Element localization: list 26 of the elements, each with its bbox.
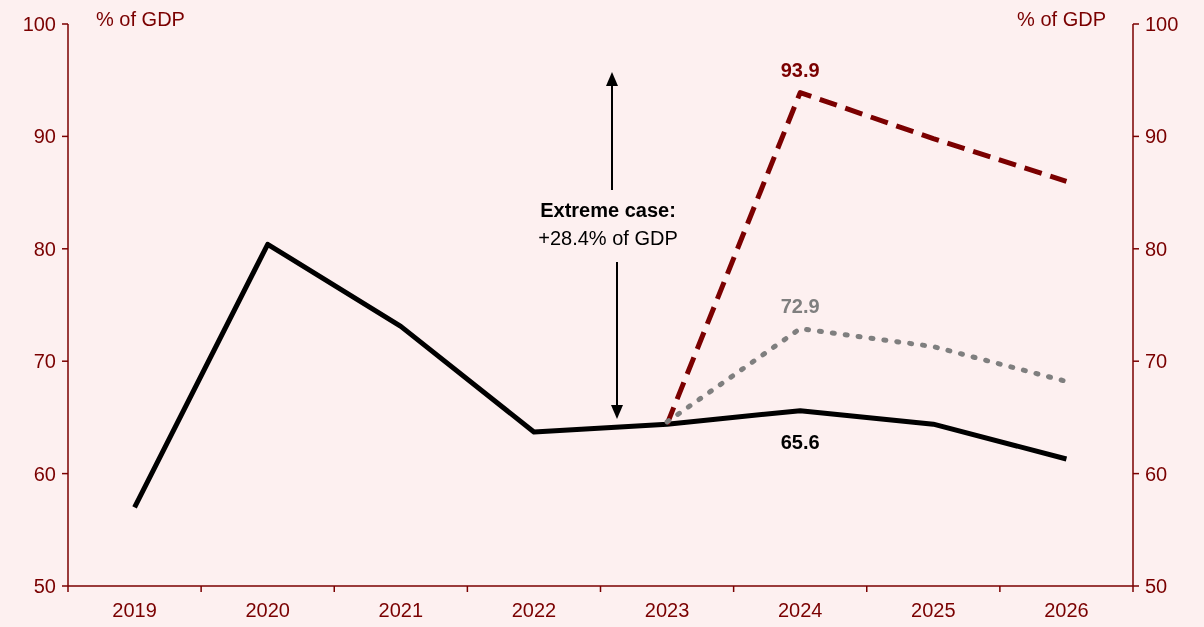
y2-tick-label: 70 <box>1145 350 1168 373</box>
y2-axis-title: % of GDP <box>1017 8 1106 30</box>
y-tick-label: 70 <box>33 350 56 373</box>
x-tick-label: 2024 <box>777 599 823 621</box>
y2-tick-label: 60 <box>1145 462 1168 485</box>
y-tick-label: 60 <box>33 462 56 485</box>
y-tick-label: 50 <box>33 575 56 597</box>
x-tick-label: 2026 <box>1044 599 1089 621</box>
x-tick-label: 2023 <box>644 599 690 621</box>
x-tick-label: 2021 <box>378 599 424 621</box>
x-tick-label: 2022 <box>511 599 557 621</box>
annotation: Extreme case: +28.4% of GDP <box>538 199 678 249</box>
x-tick-label: 2019 <box>112 599 157 621</box>
y-tick-label: 90 <box>33 125 56 148</box>
data-label: 72.9 <box>780 294 820 317</box>
y2-tick-label: 80 <box>1145 237 1168 260</box>
x-tick-label: 2025 <box>911 599 956 621</box>
data-label: 65.6 <box>780 430 820 453</box>
x-tick-label: 2020 <box>245 599 290 621</box>
y2-tick-label: 50 <box>1145 575 1168 597</box>
y2-tick-label: 90 <box>1145 125 1168 148</box>
y-tick-label: 100 <box>22 13 56 35</box>
y2-tick-label: 100 <box>1145 13 1179 35</box>
y-axis-title: % of GDP <box>96 8 185 30</box>
y-tick-label: 80 <box>33 237 56 260</box>
data-label: 93.9 <box>780 58 820 81</box>
